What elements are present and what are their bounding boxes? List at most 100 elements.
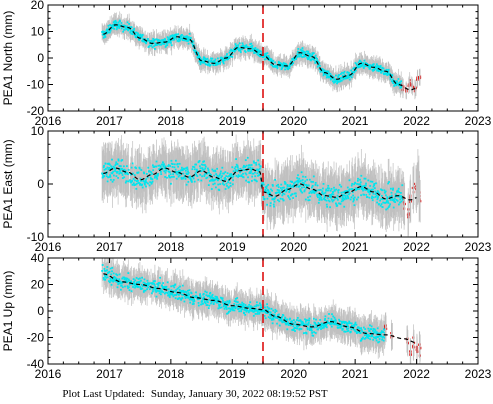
observation-point [146,39,149,42]
observation-point [328,196,331,198]
observation-point [234,48,237,51]
observation-point [400,200,403,203]
observation-point [369,66,372,68]
observation-point [129,30,132,32]
observation-point [352,200,355,203]
observation-point [317,64,320,66]
observation-point [329,189,332,192]
observation-point [165,40,167,43]
observation-point [338,183,341,186]
observation-point [200,58,203,61]
observation-point [382,201,385,204]
observation-point [164,176,166,178]
observation-point [185,39,188,42]
observation-point [161,39,164,42]
observation-point [141,34,144,36]
observation-point [216,174,219,177]
observation-point [259,167,261,170]
observation-point [380,195,383,197]
observation-point [401,198,404,201]
observation-point [228,186,230,189]
observation-point [211,57,214,60]
observation-point [269,202,272,204]
observation-point [290,60,292,63]
observation-point [142,40,145,43]
observation-points [101,156,405,211]
observation-point [102,173,104,176]
observation-point [332,191,335,193]
observation-point [272,60,275,62]
observation-point [390,194,393,197]
y-tick-label: 0 [37,51,44,65]
observation-point [302,50,305,53]
observation-point [392,188,394,191]
observation-point [338,74,340,76]
observation-point [345,77,347,80]
observation-point [287,195,289,197]
observation-point [362,62,365,64]
observation-point [328,187,330,190]
observation-point [199,167,202,170]
observation-point [256,48,259,51]
observation-point [314,54,317,57]
observation-point [308,56,310,59]
observation-point [203,160,205,163]
observation-point [103,31,106,33]
observation-point [387,182,390,185]
observation-point [377,196,379,199]
observation-point [304,176,307,178]
observation-point [262,181,265,184]
observation-point [393,200,396,203]
observation-point [377,68,380,71]
observation-point [130,32,133,35]
observation-point [264,188,267,191]
observation-point [197,53,199,56]
observation-point [141,183,143,186]
observation-point [168,38,171,41]
observation-point [257,52,260,55]
observation-point [178,39,181,42]
observation-point [313,55,316,58]
observation-point [332,77,335,80]
observation-point [329,206,331,209]
observation-point [175,34,178,37]
observation-point [251,167,254,170]
observation-point [306,56,309,59]
observation-point [297,181,300,184]
observation-point [167,164,170,166]
observation-point [320,196,323,199]
observation-point [284,66,287,68]
observation-point [316,184,319,187]
observation-point [130,181,132,184]
observation-point [105,173,108,175]
observation-point [110,167,113,170]
observation-point [257,170,260,173]
observation-point [265,185,268,188]
observation-point [308,54,311,57]
observation-point [291,193,294,195]
observation-point [277,186,280,188]
observation-point [281,198,284,200]
observation-point [300,55,302,57]
observation-point [343,190,346,193]
observation-point [303,182,305,185]
observation-point [241,42,244,45]
observation-point [125,180,128,183]
observation-point [363,59,366,62]
observation-point [265,190,267,193]
observation-point [359,183,362,186]
observation-point [221,175,223,177]
observation-point [271,60,273,63]
observation-point [128,26,131,28]
observation-point [318,189,320,191]
observation-point [252,172,255,175]
observation-point [299,189,302,191]
observation-point [352,194,354,197]
observation-point [292,62,294,64]
observation-point [296,183,299,186]
model-fit-line [103,24,417,91]
observation-point [179,171,182,174]
observation-point [186,173,189,175]
observation-point [174,35,177,37]
observation-point [160,39,162,42]
